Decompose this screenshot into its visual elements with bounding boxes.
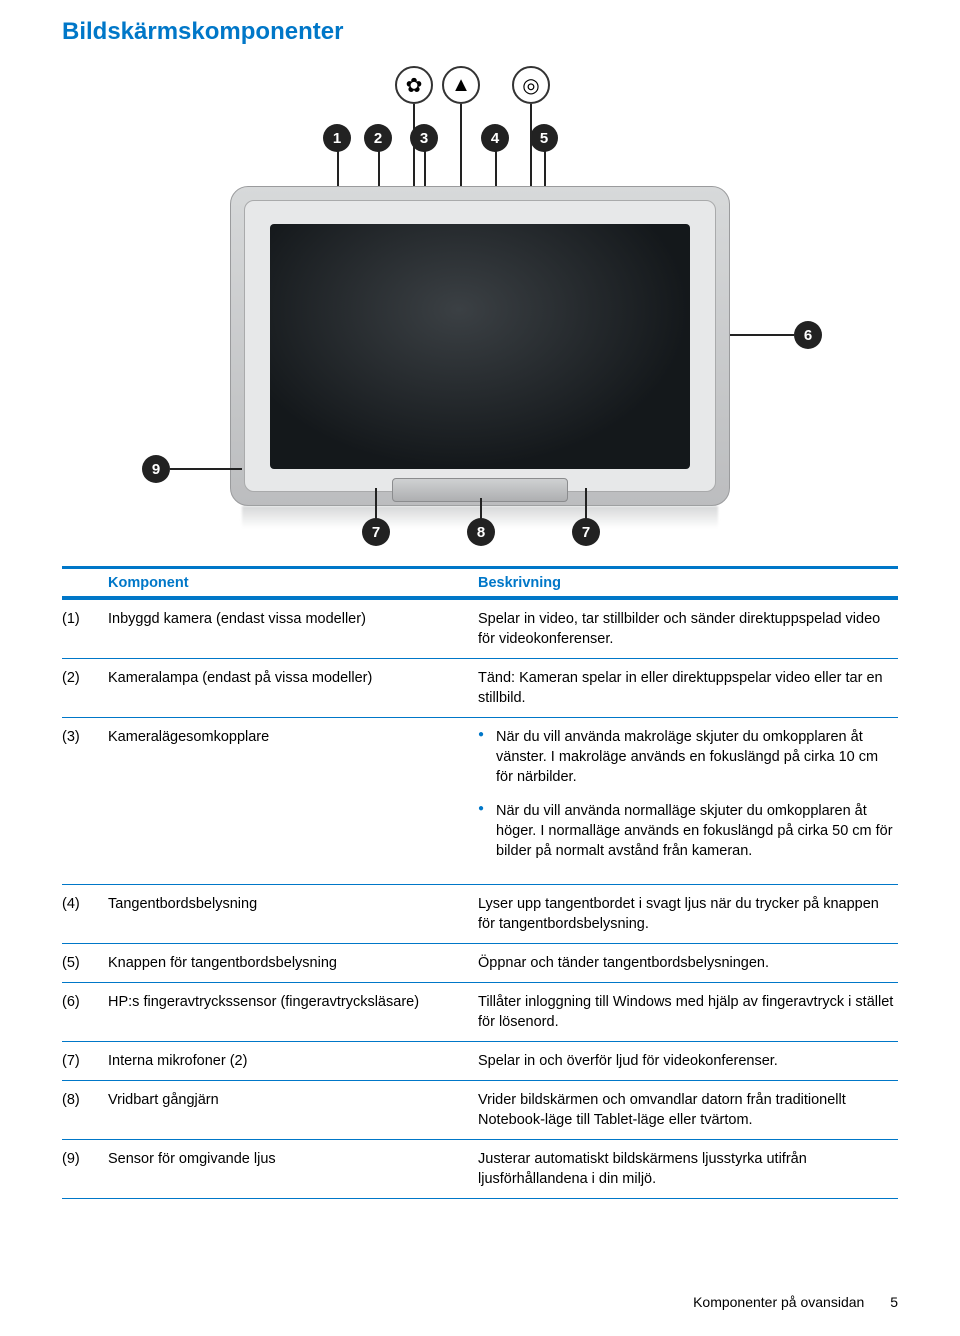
- table-row: (7) Interna mikrofoner (2) Spelar in och…: [62, 1041, 898, 1080]
- bullet-item: När du vill använda normalläge skjuter d…: [478, 801, 898, 861]
- row-number: (8): [62, 1090, 108, 1130]
- row-number: (5): [62, 953, 108, 973]
- row-component: Vridbart gångjärn: [108, 1090, 478, 1130]
- row-component: Knappen för tangentbordsbelysning: [108, 953, 478, 973]
- callout-badge: 5: [530, 124, 558, 152]
- light-icon: ◎: [512, 66, 550, 104]
- callout-badge: 1: [323, 124, 351, 152]
- footer-page-number: 5: [890, 1294, 898, 1310]
- callout-badge: 3: [410, 124, 438, 152]
- row-description: Spelar in video, tar stillbilder och sän…: [478, 609, 898, 649]
- callout-badge: 2: [364, 124, 392, 152]
- callout-badge: 6: [794, 321, 822, 349]
- row-description: Lyser upp tangentbordet i svagt ljus när…: [478, 894, 898, 934]
- row-number: (7): [62, 1051, 108, 1071]
- laptop-screen: [270, 224, 690, 469]
- callout-badge: 8: [467, 518, 495, 546]
- row-component: Kameralägesomkopplare: [108, 727, 478, 875]
- row-number: (2): [62, 668, 108, 708]
- row-component: Sensor för omgivande ljus: [108, 1149, 478, 1189]
- table-row: (1) Inbyggd kamera (endast vissa modelle…: [62, 599, 898, 658]
- page-title: Bildskärmskomponenter: [62, 18, 898, 46]
- footer-section: Komponenter på ovansidan: [693, 1294, 864, 1310]
- table-row: (2) Kameralampa (endast på vissa modelle…: [62, 658, 898, 717]
- row-component: Kameralampa (endast på vissa modeller): [108, 668, 478, 708]
- table-row: (4) Tangentbordsbelysning Lyser upp tang…: [62, 884, 898, 943]
- table-header: Komponent Beskrivning: [62, 569, 898, 596]
- page-footer: Komponenter på ovansidan 5: [693, 1294, 898, 1310]
- table-row: (6) HP:s fingeravtryckssensor (fingeravt…: [62, 982, 898, 1041]
- diagram-illustration: ✿ ▲ ◎ 1 2 3 4 5 6 9 7 8 7: [110, 66, 850, 536]
- callout-badge: 7: [362, 518, 390, 546]
- header-description: Beskrivning: [478, 575, 898, 591]
- component-table: Komponent Beskrivning (1) Inbyggd kamera…: [62, 566, 898, 1199]
- row-component: Inbyggd kamera (endast vissa modeller): [108, 609, 478, 649]
- row-description: Tillåter inloggning till Windows med hjä…: [478, 992, 898, 1032]
- table-row: (3) Kameralägesomkopplare När du vill an…: [62, 717, 898, 884]
- table-row: (5) Knappen för tangentbordsbelysning Öp…: [62, 943, 898, 982]
- row-description: Spelar in och överför ljud för videokonf…: [478, 1051, 898, 1071]
- row-description: Vrider bildskärmen och omvandlar datorn …: [478, 1090, 898, 1130]
- row-number: (1): [62, 609, 108, 649]
- row-description: Justerar automatiskt bildskärmens ljusst…: [478, 1149, 898, 1189]
- callout-badge: 4: [481, 124, 509, 152]
- row-number: (9): [62, 1149, 108, 1189]
- callout-badge: 7: [572, 518, 600, 546]
- callout-badge: 9: [142, 455, 170, 483]
- table-row: (9) Sensor för omgivande ljus Justerar a…: [62, 1139, 898, 1198]
- row-number: (6): [62, 992, 108, 1032]
- header-component: Komponent: [108, 575, 478, 591]
- row-number: (3): [62, 727, 108, 875]
- row-number: (4): [62, 894, 108, 934]
- macro-icon: ✿: [395, 66, 433, 104]
- bullet-item: När du vill använda makroläge skjuter du…: [478, 727, 898, 787]
- row-component: Interna mikrofoner (2): [108, 1051, 478, 1071]
- table-row: (8) Vridbart gångjärn Vrider bildskärmen…: [62, 1080, 898, 1139]
- row-description: Tänd: Kameran spelar in eller direktupps…: [478, 668, 898, 708]
- mountain-icon: ▲: [442, 66, 480, 104]
- row-component: Tangentbordsbelysning: [108, 894, 478, 934]
- row-description: Öppnar och tänder tangentbordsbelysninge…: [478, 953, 898, 973]
- row-component: HP:s fingeravtryckssensor (fingeravtryck…: [108, 992, 478, 1032]
